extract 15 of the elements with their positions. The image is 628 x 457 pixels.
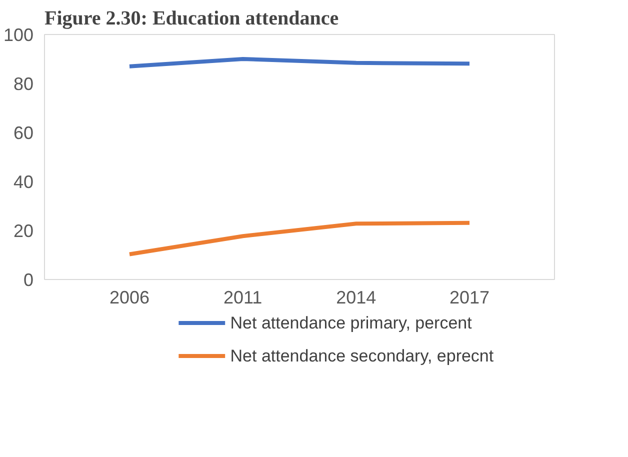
line-series — [128, 220, 472, 256]
x-tick-label: 2017 — [449, 288, 490, 308]
y-tick-label: 40 — [13, 172, 34, 192]
y-tick-label: 100 — [3, 25, 34, 45]
y-tick-label: 0 — [23, 270, 34, 290]
line-series — [128, 57, 472, 68]
legend-label: Net attendance primary, percent — [230, 314, 472, 332]
y-tick-label: 20 — [13, 221, 34, 241]
x-tick-label: 2011 — [223, 288, 262, 308]
x-tick-label: 2006 — [109, 288, 150, 308]
y-tick-label: 80 — [13, 74, 34, 94]
y-tick-label: 60 — [13, 123, 34, 143]
x-tick-label: 2014 — [336, 288, 376, 308]
legend-label: Net attendance secondary, eprecnt — [230, 346, 494, 366]
chart-title: Figure 2.30: Education attendance — [44, 8, 339, 30]
